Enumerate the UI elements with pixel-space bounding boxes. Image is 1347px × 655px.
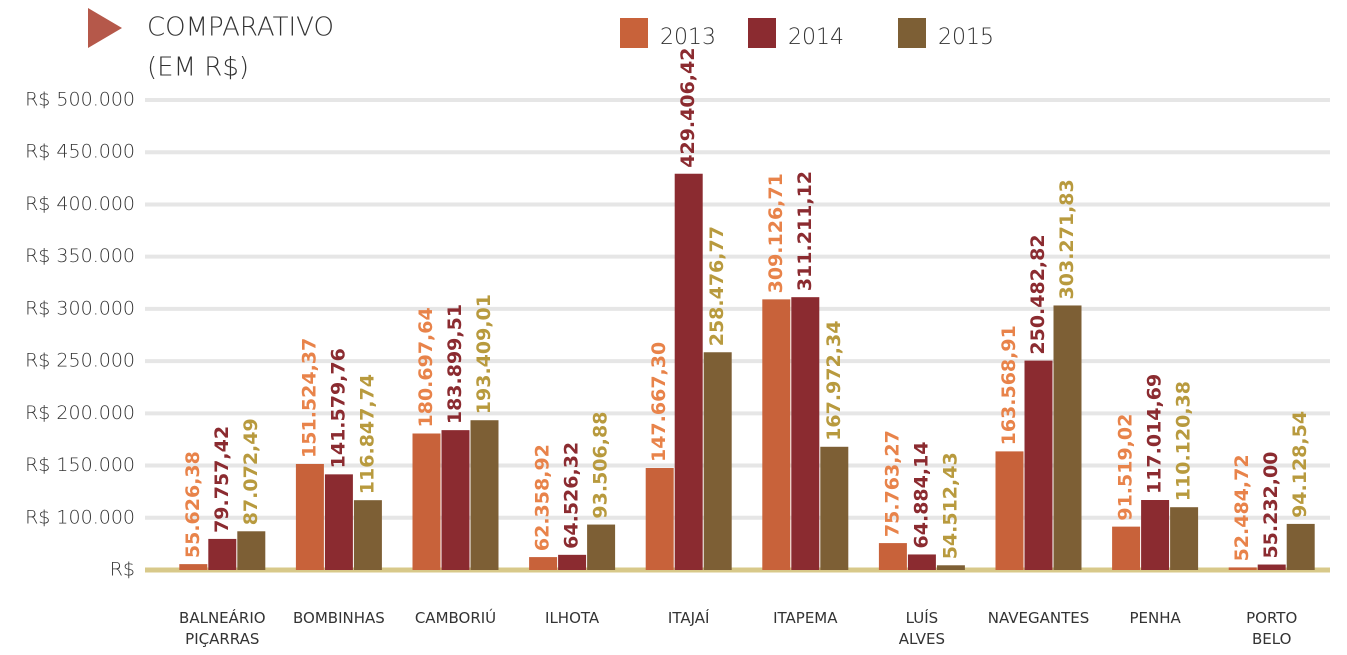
value-label: 55.232,00 — [1260, 452, 1282, 559]
x-tick-label: PORTO BELO — [1246, 609, 1298, 648]
value-label: 180.697,64 — [415, 307, 437, 427]
bar — [470, 420, 499, 570]
bar — [324, 474, 353, 570]
value-label: 54.512,43 — [939, 452, 961, 559]
value-label: 303.271,83 — [1056, 179, 1078, 299]
y-tick-label: R$ 500.000 — [25, 89, 135, 111]
bar — [1024, 360, 1053, 570]
value-label: 309.126,71 — [765, 173, 787, 293]
value-label: 62.358,92 — [532, 444, 554, 551]
y-tick-label: R$ 100.000 — [25, 506, 135, 528]
x-tick-label: ITAJAÍ — [667, 609, 710, 627]
value-label: 151.524,37 — [298, 338, 320, 458]
value-label: 193.409,01 — [473, 294, 495, 414]
y-tick-label: R$ 450.000 — [25, 141, 135, 163]
chart-subtitle: (EM R$) — [147, 53, 249, 83]
title-marker — [88, 8, 122, 48]
value-label: 167.972,34 — [823, 321, 845, 441]
value-label: 250.482,82 — [1027, 234, 1049, 354]
x-tick-label: BALNEÁRIO PIÇARRAS — [179, 609, 266, 648]
bar — [820, 446, 849, 570]
bar — [295, 463, 324, 570]
value-label: 79.757,42 — [211, 426, 233, 533]
bar — [1053, 305, 1082, 570]
x-tick-label: ILHOTA — [545, 609, 600, 627]
value-label: 429.406,42 — [677, 48, 699, 168]
bar — [907, 554, 936, 570]
y-tick-label: R$ 200.000 — [25, 402, 135, 424]
legend-swatch — [898, 18, 926, 48]
bar — [703, 352, 732, 570]
bar — [1112, 526, 1141, 570]
chart-title: COMPARATIVO — [147, 13, 334, 43]
value-label: 116.847,74 — [356, 374, 378, 494]
value-label: 110.120,38 — [1173, 381, 1195, 501]
legend-swatch — [748, 18, 776, 48]
bar — [179, 564, 208, 570]
x-tick-label: NAVEGANTES — [987, 609, 1090, 627]
legend-label: 2013 — [660, 25, 716, 50]
legend-label: 2014 — [788, 25, 844, 50]
bar — [1286, 523, 1315, 570]
x-tick-label: CAMBORIÚ — [414, 609, 497, 627]
value-label: 64.526,32 — [561, 442, 583, 549]
bar — [674, 173, 703, 570]
value-label: 75.763,27 — [881, 430, 903, 537]
y-tick-label: R$ 250.000 — [25, 350, 135, 372]
value-label: 87.072,49 — [240, 418, 262, 525]
value-label: 94.128,54 — [1289, 411, 1311, 518]
legend-label: 2015 — [938, 25, 994, 50]
bar — [1228, 567, 1257, 570]
value-label: 91.519,02 — [1115, 414, 1137, 521]
bar — [936, 565, 965, 570]
bar — [1257, 564, 1286, 570]
bar — [237, 531, 266, 570]
y-tick-label: R$ 300.000 — [25, 297, 135, 319]
bar — [587, 524, 616, 570]
bar — [791, 297, 820, 570]
x-tick-label: LUÍS ALVES — [898, 609, 946, 648]
x-tick-label: PENHA — [1129, 609, 1181, 627]
value-label: 163.568,91 — [998, 325, 1020, 445]
bar — [208, 538, 237, 570]
bar — [412, 433, 441, 570]
value-label: 311.211,12 — [794, 171, 816, 291]
value-label: 258.476,77 — [706, 226, 728, 346]
y-tick-label: R$ 150.000 — [25, 454, 135, 476]
bar — [878, 543, 907, 570]
y-tick-label: R$ — [110, 559, 135, 581]
value-label: 141.579,76 — [327, 348, 349, 468]
y-tick-label: R$ 350.000 — [25, 245, 135, 267]
legend-swatch — [620, 18, 648, 48]
bar — [441, 430, 470, 570]
y-tick-label: R$ 400.000 — [25, 193, 135, 215]
value-label: 93.506,88 — [590, 412, 612, 519]
bar — [762, 299, 791, 570]
value-label: 117.014,69 — [1144, 374, 1166, 494]
value-label: 147.667,30 — [648, 342, 670, 462]
bar — [353, 500, 382, 570]
x-tick-label: BOMBINHAS — [293, 609, 385, 627]
bar — [1141, 500, 1170, 570]
value-label: 64.884,14 — [910, 441, 932, 548]
value-label: 183.899,51 — [444, 304, 466, 424]
bar — [1170, 507, 1199, 570]
bar — [529, 557, 558, 570]
bar — [558, 554, 587, 570]
value-label: 52.484,72 — [1231, 454, 1253, 561]
x-tick-label: ITAPEMA — [773, 609, 838, 627]
value-label: 55.626,38 — [182, 451, 204, 558]
bar — [645, 467, 674, 570]
bar — [995, 451, 1024, 570]
